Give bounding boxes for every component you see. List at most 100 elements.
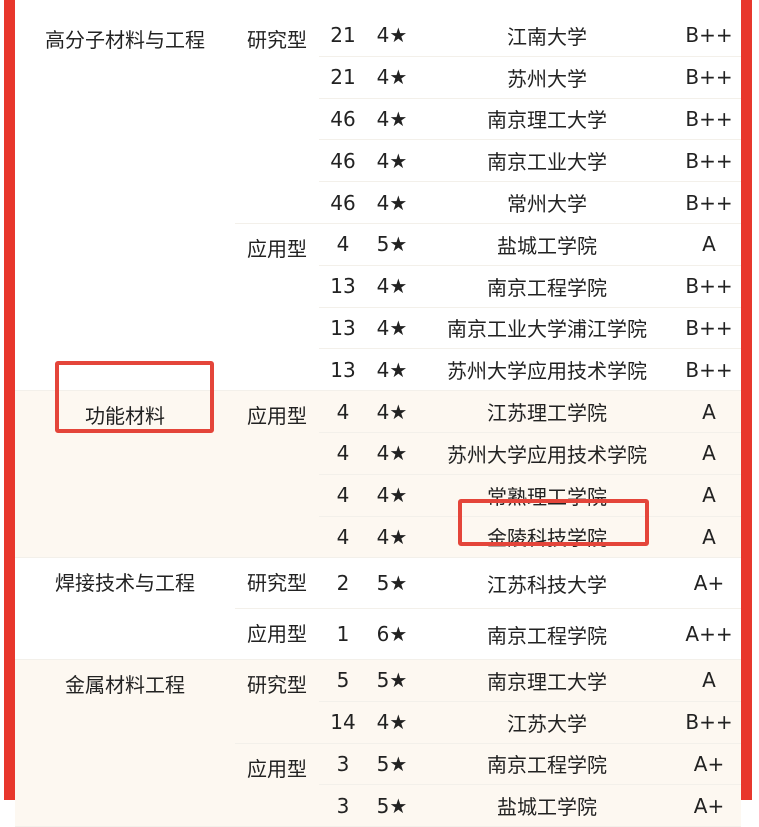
highlight-box-school [458, 499, 649, 546]
school-cell: 江苏科技大学 [417, 557, 677, 610]
table-row: 4 4★ 常熟理工学院 A [15, 474, 741, 517]
rank-cell: 5 [319, 659, 367, 702]
table-row: 46 4★ 南京工业大学 B++ [15, 139, 741, 183]
grade-cell: A++ [677, 608, 741, 660]
type-cell: 应用型 [235, 390, 319, 559]
stars-cell: 4★ [367, 701, 417, 744]
grade-cell: B++ [677, 181, 741, 224]
ranking-table: 高分子材料与工程 研究型 21 4★ 江南大学 B++ 21 4★ 苏州大学 B++ 46 4★ 南京理… [15, 15, 741, 827]
school-cell: 江苏大学 [417, 701, 677, 744]
stars-cell: 4★ [367, 348, 417, 392]
stars-cell: 4★ [367, 432, 417, 475]
type-cell: 应用型 [235, 743, 319, 827]
right-red-border [741, 0, 752, 800]
stars-cell: 4★ [367, 98, 417, 141]
grade-cell: B++ [677, 265, 741, 308]
rank-cell: 13 [319, 348, 367, 392]
school-cell: 江苏理工学院 [417, 390, 677, 433]
school-cell: 盐城工学院 [417, 223, 677, 266]
grade-cell: B++ [677, 15, 741, 57]
grade-cell: A+ [677, 743, 741, 786]
stars-cell: 5★ [367, 557, 417, 610]
grade-cell: B++ [677, 56, 741, 99]
table-row: 14 4★ 江苏大学 B++ [15, 701, 741, 744]
rank-cell: 14 [319, 701, 367, 744]
stars-cell: 4★ [367, 56, 417, 99]
school-cell: 南京工程学院 [417, 608, 677, 660]
stars-cell: 4★ [367, 15, 417, 57]
school-cell: 南京工程学院 [417, 743, 677, 786]
grade-cell: B++ [677, 348, 741, 392]
rank-cell: 13 [319, 265, 367, 308]
school-cell: 南京工业大学 [417, 139, 677, 183]
school-cell: 南京理工大学 [417, 659, 677, 702]
grade-cell: A [677, 390, 741, 433]
table-row: 高分子材料与工程 研究型 21 4★ 江南大学 B++ [15, 15, 741, 392]
stars-cell: 4★ [367, 474, 417, 517]
rank-cell: 1 [319, 608, 367, 660]
table-row: 金属材料工程 研究型 5 5★ 南京理工大学 A [15, 659, 741, 827]
type-cell: 应用型 [235, 608, 319, 660]
stars-cell: 5★ [367, 223, 417, 266]
highlight-box-major [55, 361, 214, 433]
stars-cell: 4★ [367, 139, 417, 183]
grade-cell: B++ [677, 307, 741, 350]
table-row: 13 4★ 南京工业大学浦江学院 B++ [15, 307, 741, 350]
rank-cell: 4 [319, 516, 367, 559]
type-cell: 研究型 [235, 557, 319, 610]
table-row: 13 4★ 苏州大学应用技术学院 B++ [15, 348, 741, 392]
table-row: 13 4★ 南京工程学院 B++ [15, 265, 741, 308]
table-row: 21 4★ 苏州大学 B++ [15, 56, 741, 99]
grade-cell: A [677, 432, 741, 475]
rank-cell: 4 [319, 223, 367, 266]
type-cell: 研究型 [235, 659, 319, 744]
school-cell: 常熟理工学院 [417, 474, 677, 517]
grade-cell: A [677, 659, 741, 702]
stars-cell: 4★ [367, 181, 417, 224]
grade-cell: B++ [677, 98, 741, 141]
rank-cell: 4 [319, 390, 367, 433]
stars-cell: 4★ [367, 390, 417, 433]
rank-cell: 46 [319, 181, 367, 224]
school-cell: 江南大学 [417, 15, 677, 57]
table-row: 焊接技术与工程 研究型 2 5★ 江苏科技大学 A+ [15, 557, 741, 660]
major-cell: 金属材料工程 [15, 659, 235, 827]
grade-cell: A [677, 223, 741, 266]
rank-cell: 21 [319, 15, 367, 57]
school-cell: 苏州大学 [417, 56, 677, 99]
stars-cell: 5★ [367, 743, 417, 786]
rank-cell: 13 [319, 307, 367, 350]
table-row: 应用型 4 5★ 盐城工学院 A [15, 223, 741, 392]
stars-cell: 6★ [367, 608, 417, 660]
school-cell: 南京工业大学浦江学院 [417, 307, 677, 350]
major-cell: 功能材料 [15, 390, 235, 559]
table-row: 应用型 1 6★ 南京工程学院 A++ [15, 608, 741, 660]
stars-cell: 5★ [367, 784, 417, 827]
stars-cell: 4★ [367, 265, 417, 308]
rank-cell: 2 [319, 557, 367, 610]
grade-cell: A+ [677, 784, 741, 827]
grade-cell: A [677, 516, 741, 559]
rank-cell: 3 [319, 743, 367, 786]
rank-cell: 21 [319, 56, 367, 99]
major-cell: 高分子材料与工程 [15, 15, 235, 392]
stars-cell: 4★ [367, 516, 417, 559]
type-cell: 应用型 [235, 223, 319, 392]
school-cell: 南京工程学院 [417, 265, 677, 308]
table-row: 46 4★ 常州大学 B++ [15, 181, 741, 224]
stars-cell: 4★ [367, 307, 417, 350]
school-cell: 苏州大学应用技术学院 [417, 432, 677, 475]
grade-cell: B++ [677, 701, 741, 744]
table-row: 4 4★ 苏州大学应用技术学院 A [15, 432, 741, 475]
school-cell: 苏州大学应用技术学院 [417, 348, 677, 392]
school-cell: 盐城工学院 [417, 784, 677, 827]
rank-cell: 46 [319, 139, 367, 183]
grade-cell: B++ [677, 139, 741, 183]
rank-cell: 4 [319, 432, 367, 475]
school-cell: 南京理工大学 [417, 98, 677, 141]
rank-cell: 4 [319, 474, 367, 517]
table-row: 功能材料 应用型 4 4★ 江苏理工学院 A [15, 390, 741, 559]
rank-cell: 46 [319, 98, 367, 141]
grade-cell: A [677, 474, 741, 517]
type-cell: 研究型 [235, 15, 319, 224]
